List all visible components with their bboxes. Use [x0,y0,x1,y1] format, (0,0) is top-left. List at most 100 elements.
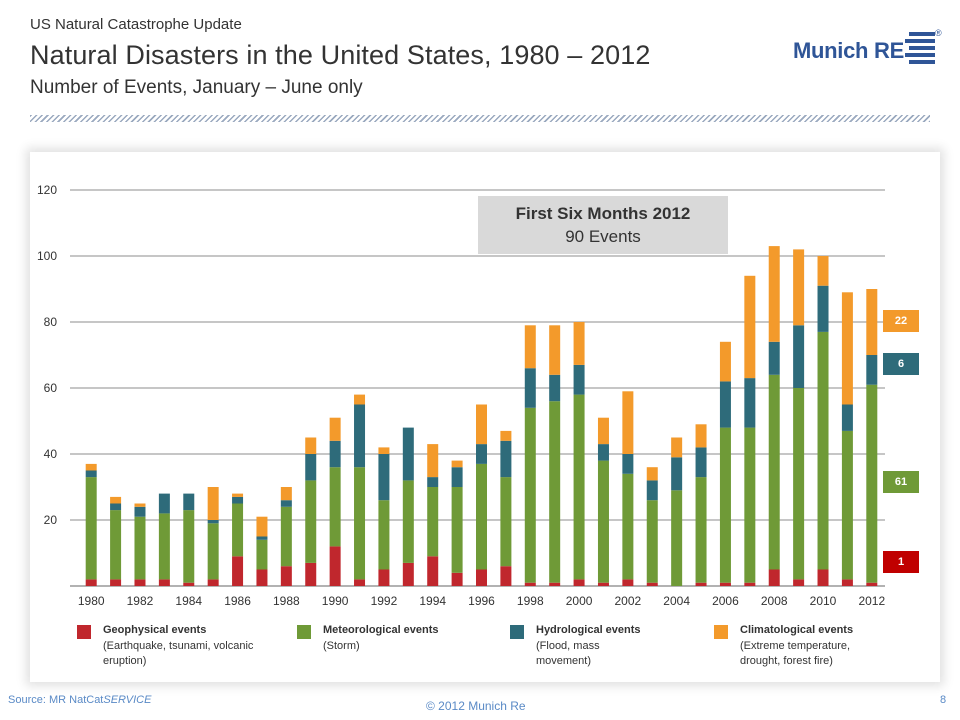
side-label-climatological: 22 [883,310,919,332]
bar-segment-hydrological [744,378,756,428]
source-prefix: Source: MR NatCat [8,694,104,706]
legend-swatch [714,625,728,639]
logo-registered: ® [935,28,942,38]
bar-segment-meteorological [476,463,487,570]
bar-segment-geophysical [573,579,585,586]
bar-segment-climatological [500,430,512,441]
bar-segment-geophysical [329,546,341,586]
bar-segment-hydrological [866,355,878,385]
x-tick-label: 1992 [371,594,398,608]
bar-segment-hydrological [378,454,390,501]
x-tick-label: 1996 [468,594,495,608]
legend-head: Geophysical events [103,624,207,636]
bar-segment-climatological [354,394,366,405]
bar-segment-climatological [841,292,853,405]
bar-segment-meteorological [378,500,390,570]
bar-segment-meteorological [793,388,805,580]
bar-segment-meteorological [549,401,561,583]
bar-segment-climatological [85,463,97,471]
side-label-meteorological: 61 [883,471,919,493]
bar-segment-geophysical [427,556,439,586]
bar-segment-geophysical [500,566,512,586]
bar-segment-geophysical [793,579,805,586]
x-tick-label: 2012 [858,594,885,608]
bar-segment-geophysical [866,582,878,586]
summary-box: First Six Months 2012 90 Events [478,196,728,254]
bar-segment-geophysical [695,582,707,586]
bar-segment-geophysical [280,566,292,586]
bar-segment-climatological [280,487,292,501]
side-label-geophysical: 1 [883,551,919,573]
bar-segment-geophysical [183,582,195,586]
bar-segment-climatological [597,417,609,445]
bar-segment-geophysical [817,569,829,586]
bar-segment-hydrological [451,467,463,487]
bar-segment-geophysical [646,582,658,586]
bar-segment-geophysical [158,579,170,586]
bar-segment-hydrological [524,368,536,408]
bar-segment-geophysical [841,579,853,586]
bar-segment-geophysical [549,582,561,586]
bar-segment-meteorological [451,487,463,573]
bar-segment-geophysical [451,572,463,586]
bar-segment-climatological [866,289,878,355]
bar-segment-hydrological [695,447,707,478]
legend-head: Climatological events [740,624,854,636]
x-tick-label: 2010 [810,594,837,608]
bar-segment-meteorological [402,480,414,563]
bar-segment-meteorological [744,427,756,583]
legend-swatch [77,625,91,639]
bar-segment-geophysical [207,579,219,586]
bar-segment-hydrological [719,381,731,428]
bar-segment-meteorological [207,523,219,580]
bar-segment-geophysical [256,569,268,586]
bar-segment-hydrological [280,500,292,507]
legend-head: Hydrological events [536,624,641,636]
bar-segment-geophysical [378,569,390,586]
x-tick-label: 1994 [419,594,446,608]
x-tick-label: 2002 [615,594,642,608]
bar-segment-geophysical [719,582,731,586]
bar-segment-meteorological [597,460,609,583]
bar-segment-meteorological [183,510,195,583]
bar-segment-climatological [232,493,244,497]
header-kicker: US Natural Catastrophe Update [30,16,242,33]
bar-segment-meteorological [695,477,707,583]
x-tick-label: 1988 [273,594,300,608]
bar-segment-climatological [744,275,756,379]
bar-segment-meteorological [256,539,268,570]
bar-segment-hydrological [573,364,585,395]
legend-desc: (Storm) [323,640,360,652]
copyright: © 2012 Munich Re [426,699,526,713]
x-tick-label: 1986 [224,594,251,608]
bar-segment-hydrological [500,440,512,478]
bar-segment-meteorological [719,427,731,583]
bar-segment-climatological [427,444,439,478]
bar-segment-geophysical [402,562,414,586]
bar-segment-geophysical [134,579,146,586]
legend-swatch [510,625,524,639]
page-subtitle: Number of Events, January – June only [30,77,363,98]
x-tick-label: 2000 [566,594,593,608]
x-tick-label: 2006 [712,594,739,608]
bar-segment-geophysical [597,582,609,586]
bar-segment-hydrological [402,427,414,481]
bar-segment-hydrological [768,341,780,375]
bar-segment-climatological [451,460,463,468]
bar-segment-hydrological [622,454,634,474]
bar-segment-climatological [695,424,707,448]
y-tick-label: 120 [37,183,57,197]
y-tick-label: 80 [44,315,58,329]
bar-segment-hydrological [793,325,805,388]
bar-segment-hydrological [158,493,170,514]
bar-segment-hydrological [817,285,829,332]
legend-swatch [297,625,311,639]
bar-segment-climatological [549,325,561,375]
bar-segment-geophysical [354,579,366,586]
header-divider [30,115,930,122]
bar-segment-meteorological [524,407,536,583]
bar-segment-hydrological [85,470,97,478]
bar-segment-climatological [476,404,487,445]
bar-segment-climatological [329,417,341,441]
bar-segment-hydrological [671,457,683,491]
